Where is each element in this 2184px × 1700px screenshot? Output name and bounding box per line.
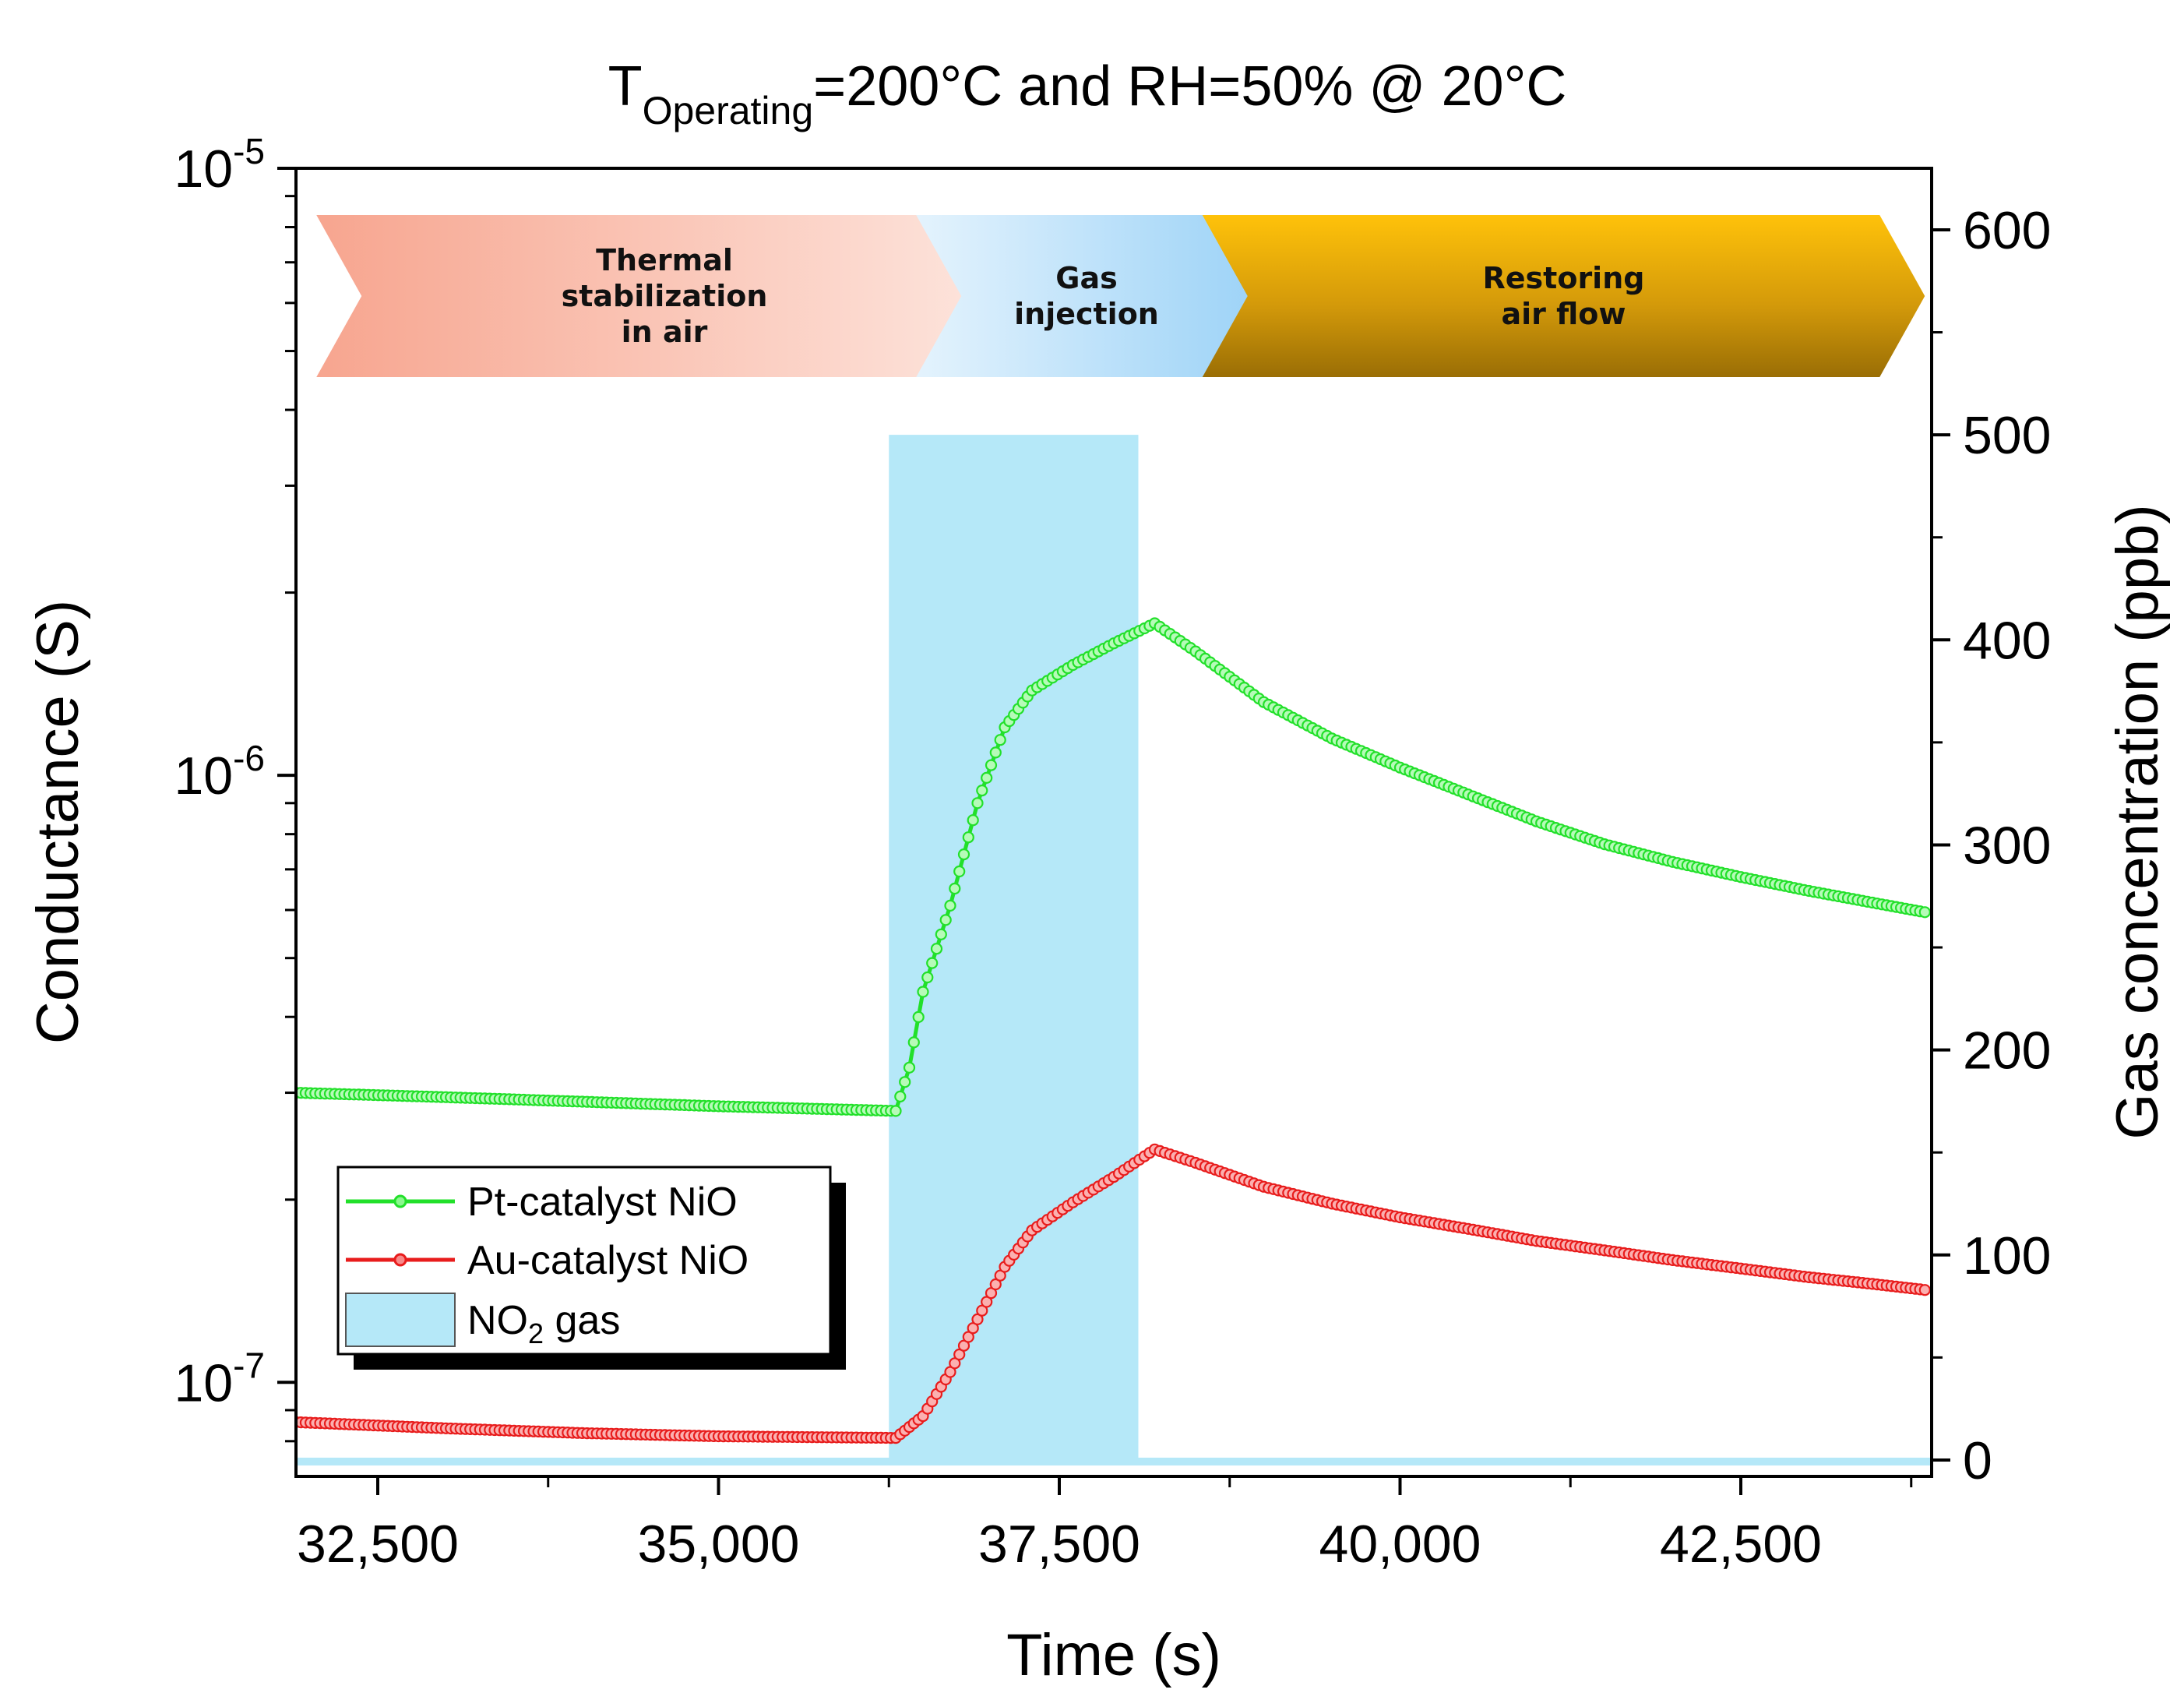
x-tick-label: 35,000 <box>638 1515 800 1574</box>
series-1-point <box>1918 1284 1931 1296</box>
series-0-point <box>930 943 943 955</box>
gas-pulse <box>889 435 1139 1465</box>
series-0-point <box>957 848 970 861</box>
legend-item-gas: NO2 gas <box>345 1293 620 1349</box>
legend-item-au: Au-catalyst NiO <box>346 1238 749 1283</box>
x-tick-label: 37,500 <box>978 1515 1140 1574</box>
series-0-point <box>967 814 979 827</box>
legend-label-au: Au-catalyst NiO <box>467 1238 749 1283</box>
series-0-point <box>1918 906 1931 919</box>
legend-label-pt: Pt-catalyst NiO <box>467 1180 738 1225</box>
series-1 <box>296 1143 1931 1444</box>
y-right-tick-label: 200 <box>1963 1021 2051 1081</box>
legend-item-pt: Pt-catalyst NiO <box>346 1180 738 1225</box>
y-right-tick-label: 300 <box>1963 816 2051 875</box>
series-0-point <box>939 914 952 926</box>
y-left-tick-label: 10-5 <box>174 131 265 199</box>
phase-arrow-shape-0 <box>316 215 985 377</box>
series-0-point <box>921 971 934 984</box>
series-0-point <box>981 771 993 785</box>
series-0-point <box>903 1061 916 1074</box>
phase-label-0-1: stabilization <box>562 279 768 313</box>
series-0-point <box>944 899 956 912</box>
legend-marker-pt <box>393 1194 407 1208</box>
y-right-tick-label: 400 <box>1963 611 2051 670</box>
series-0-point <box>894 1090 907 1103</box>
legend-gas-rest: gas <box>544 1298 620 1343</box>
series-1-point <box>989 1278 1002 1291</box>
legend-gas-main: NO <box>467 1298 528 1343</box>
phase-label-1-1: injection <box>1014 297 1159 331</box>
phase-arrow-shape-2 <box>1202 215 1925 377</box>
title-subscript: Operating <box>643 89 814 132</box>
y-right-tick-label: 600 <box>1963 201 2051 260</box>
legend-gas-sub: 2 <box>528 1317 544 1349</box>
phase-label-0-2: in air <box>622 315 708 349</box>
y-right-tick-label: 100 <box>1963 1226 2051 1286</box>
series-0-point <box>994 734 1006 746</box>
legend-label-gas: NO2 gas <box>467 1298 620 1349</box>
series-0-point <box>889 1105 902 1117</box>
x-axis-title: Time (s) <box>1006 1622 1221 1688</box>
x-tick-label: 42,500 <box>1660 1515 1822 1574</box>
series-0-point <box>953 865 966 878</box>
series-0-point <box>926 957 939 969</box>
series-0-point <box>989 746 1002 759</box>
legend-marker-au <box>393 1253 407 1267</box>
series-0-point <box>949 882 961 895</box>
series-0-point <box>976 784 988 797</box>
y-right-tick-label: 0 <box>1963 1431 1992 1490</box>
series-0-point <box>962 831 974 844</box>
series-1-point <box>962 1331 974 1343</box>
phase-label-2-0: Restoring <box>1483 261 1645 295</box>
phase-arrow-shape-1 <box>916 215 1257 377</box>
series-0-point <box>899 1076 911 1088</box>
gas-layer <box>296 435 1932 1465</box>
x-tick-label: 32,500 <box>297 1515 459 1574</box>
chart-title: TOperating=200°C and RH=50% @ 20°C <box>608 55 1567 132</box>
y-left-tick-label: 10-7 <box>174 1345 265 1413</box>
phase-label-0-0: Thermal <box>596 243 733 277</box>
title-rest: =200°C and RH=50% @ 20°C <box>813 55 1566 118</box>
y-axis-right-title: Gas concentration (ppb) <box>2105 504 2171 1139</box>
series-0-point <box>917 986 929 998</box>
series-0-point <box>912 1010 925 1024</box>
legend: Pt-catalyst NiO Au-catalyst NiO NO2 gas <box>336 1166 846 1370</box>
series-0-point <box>985 759 998 771</box>
x-axis: 32,500 35,000 37,500 40,000 42,500 <box>297 1476 1913 1574</box>
title-main: T <box>608 55 643 118</box>
series-layer <box>296 617 1931 1444</box>
y-axis-right: 0 100 200 300 400 500 600 <box>1932 201 2051 1490</box>
y-axis-left: 10-7 10-6 10-5 <box>174 131 296 1443</box>
plot-frame <box>294 167 1933 1478</box>
series-1-point <box>949 1357 961 1370</box>
series-0-point <box>935 928 947 940</box>
phase-label-2-1: air flow <box>1501 297 1626 331</box>
series-0-point <box>907 1036 920 1049</box>
y-axis-left-title: Conductance (S) <box>25 600 91 1044</box>
phase-label-1-0: Gas <box>1055 261 1117 295</box>
series-0-point <box>971 797 984 809</box>
series-0 <box>296 617 1931 1117</box>
x-tick-label: 40,000 <box>1319 1515 1481 1574</box>
y-right-tick-label: 500 <box>1963 406 2051 465</box>
y-left-tick-label: 10-6 <box>174 738 265 806</box>
legend-swatch-gas <box>345 1293 456 1347</box>
